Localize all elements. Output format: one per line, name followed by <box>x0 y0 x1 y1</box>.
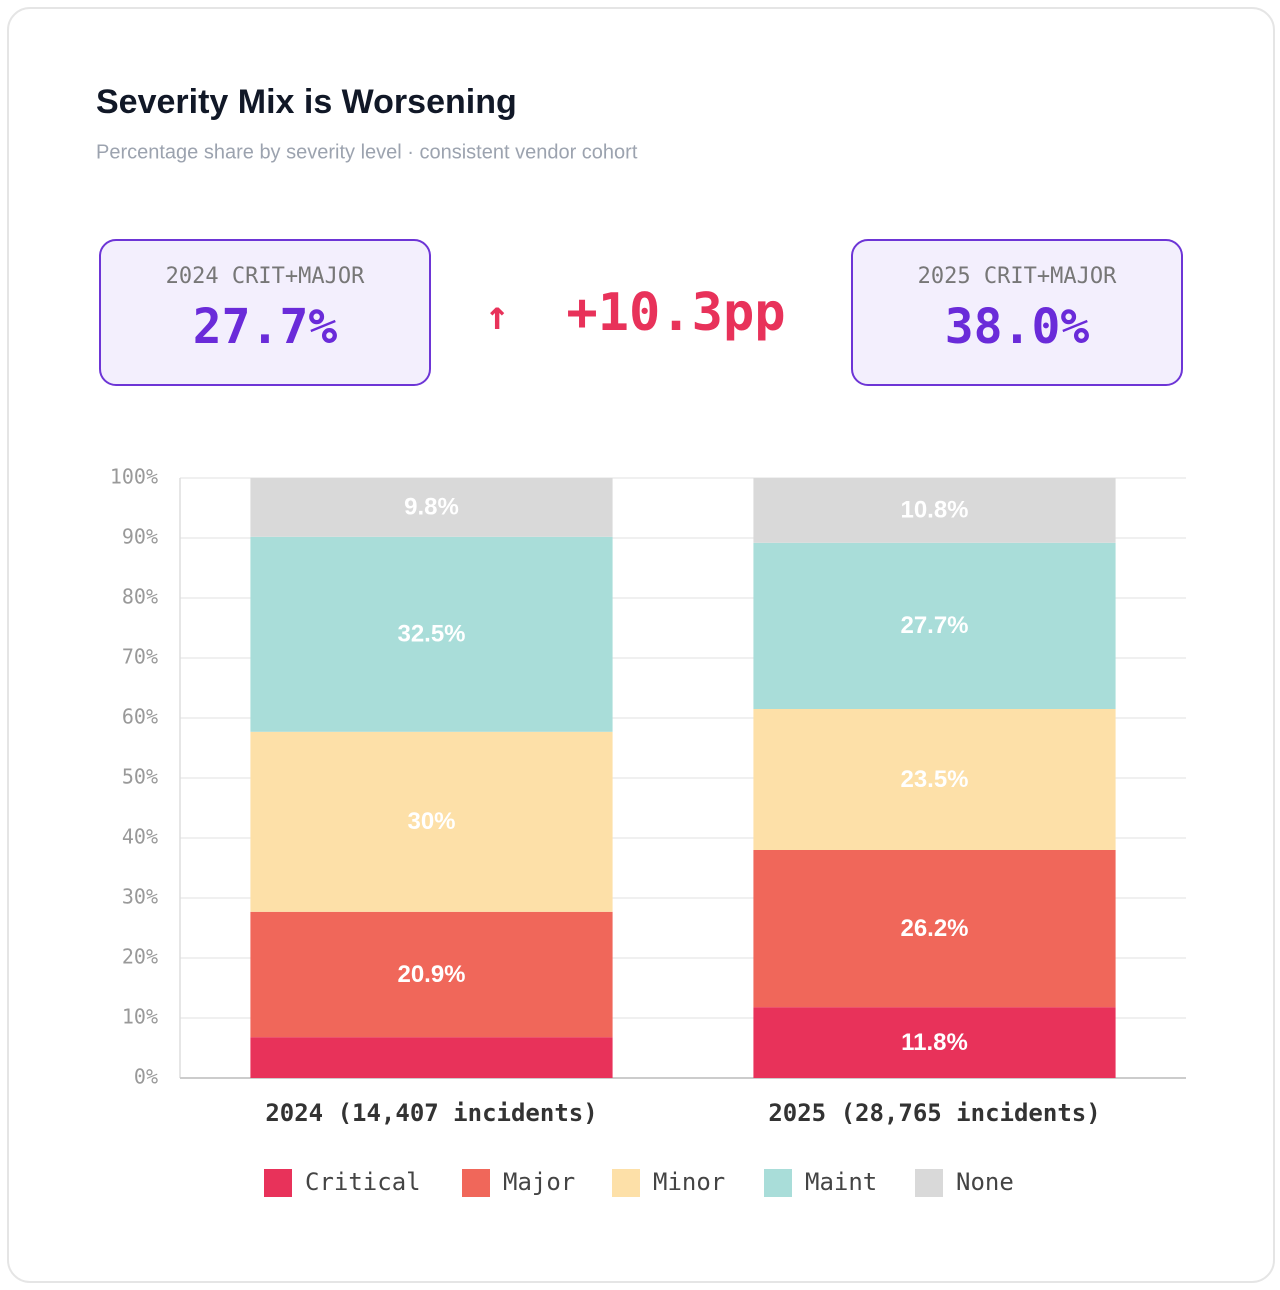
data-label: 26.2% <box>900 915 968 942</box>
y-tick-label: 10% <box>122 1005 158 1029</box>
y-tick-label: 60% <box>122 705 158 729</box>
bar-segment <box>250 536 613 732</box>
kpi-label: 2024 CRIT+MAJOR <box>166 264 365 289</box>
chart-title: Severity Mix is Worsening <box>96 83 517 121</box>
kpi-box <box>99 239 431 386</box>
kpi-box <box>851 239 1183 386</box>
delta-arrow: ↑ <box>485 293 509 339</box>
y-tick-label: 20% <box>122 945 158 969</box>
bar-segment <box>250 478 613 537</box>
kpi-label: 2025 CRIT+MAJOR <box>918 264 1117 289</box>
data-label: 20.9% <box>397 961 465 988</box>
y-tick-label: 80% <box>122 585 158 609</box>
bar-segment <box>753 709 1116 850</box>
data-label: 27.7% <box>900 612 968 639</box>
data-label: 23.5% <box>900 766 968 793</box>
legend-label: Maint <box>805 1168 877 1196</box>
delta-value: +10.3pp <box>566 283 785 343</box>
legend-label: None <box>956 1168 1014 1196</box>
y-tick-label: 50% <box>122 765 158 789</box>
bar-segment <box>753 850 1116 1008</box>
bar-segment <box>250 1037 613 1078</box>
kpi-value: 38.0% <box>945 299 1090 355</box>
legend-swatch <box>612 1169 640 1197</box>
data-label: 30% <box>407 808 455 835</box>
data-label: 9.8% <box>404 494 459 521</box>
data-label: 11.8% <box>901 1029 968 1056</box>
kpi-value: 27.7% <box>193 299 338 355</box>
y-tick-label: 30% <box>122 885 158 909</box>
data-label: 32.5% <box>397 621 465 648</box>
data-label: 10.8% <box>900 497 968 524</box>
legend-label: Major <box>503 1168 575 1196</box>
y-tick-label: 100% <box>110 465 158 489</box>
legend-label: Critical <box>305 1168 421 1196</box>
legend-swatch <box>264 1169 292 1197</box>
x-tick-label: 2024 (14,407 incidents) <box>265 1099 597 1127</box>
y-tick-label: 40% <box>122 825 158 849</box>
x-tick-label: 2025 (28,765 incidents) <box>768 1099 1100 1127</box>
y-tick-label: 70% <box>122 645 158 669</box>
bar-segment <box>753 478 1116 543</box>
y-tick-label: 90% <box>122 525 158 549</box>
bar-segment <box>250 911 613 1038</box>
legend-label: Minor <box>653 1168 725 1196</box>
bar-segment <box>753 542 1116 709</box>
bar-segment <box>753 1007 1116 1078</box>
chart-subtitle: Percentage share by severity level · con… <box>96 141 638 163</box>
legend-swatch <box>915 1169 943 1197</box>
y-tick-label: 0% <box>134 1065 158 1089</box>
legend-swatch <box>462 1169 490 1197</box>
bar-segment <box>250 731 613 912</box>
legend-swatch <box>764 1169 792 1197</box>
